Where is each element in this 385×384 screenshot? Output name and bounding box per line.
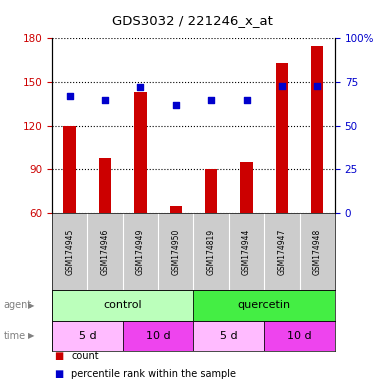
Point xyxy=(243,96,249,103)
Bar xyxy=(134,92,147,213)
Text: quercetin: quercetin xyxy=(238,300,291,310)
Text: 5 d: 5 d xyxy=(79,331,96,341)
Text: percentile rank within the sample: percentile rank within the sample xyxy=(71,369,236,379)
Bar xyxy=(264,321,335,351)
Text: GSM174946: GSM174946 xyxy=(100,228,110,275)
Text: 5 d: 5 d xyxy=(220,331,238,341)
Text: GSM174944: GSM174944 xyxy=(242,228,251,275)
Text: count: count xyxy=(71,351,99,361)
Text: time: time xyxy=(4,331,26,341)
Bar xyxy=(193,290,335,321)
Text: ▶: ▶ xyxy=(28,331,35,341)
Point xyxy=(208,96,214,103)
Text: ■: ■ xyxy=(54,369,63,379)
Text: GSM174945: GSM174945 xyxy=(65,228,74,275)
Text: GDS3032 / 221246_x_at: GDS3032 / 221246_x_at xyxy=(112,14,273,27)
Point xyxy=(137,84,144,90)
Bar xyxy=(240,162,253,213)
Point xyxy=(67,93,73,99)
Text: GSM174819: GSM174819 xyxy=(207,228,216,275)
Bar xyxy=(311,46,323,213)
Bar xyxy=(123,321,193,351)
Text: GSM174947: GSM174947 xyxy=(277,228,286,275)
Bar xyxy=(205,169,218,213)
Bar xyxy=(99,158,111,213)
Text: agent: agent xyxy=(4,300,32,310)
Bar xyxy=(64,126,76,213)
Text: GSM174949: GSM174949 xyxy=(136,228,145,275)
Bar xyxy=(52,321,123,351)
Text: 10 d: 10 d xyxy=(146,331,171,341)
Text: control: control xyxy=(104,300,142,310)
Point xyxy=(102,96,108,103)
Text: ▶: ▶ xyxy=(28,301,35,310)
Text: ■: ■ xyxy=(54,351,63,361)
Bar xyxy=(276,63,288,213)
Bar xyxy=(169,206,182,213)
Text: GSM174950: GSM174950 xyxy=(171,228,180,275)
Point xyxy=(173,102,179,108)
Point xyxy=(314,83,320,89)
Bar xyxy=(193,321,264,351)
Text: 10 d: 10 d xyxy=(287,331,312,341)
Point xyxy=(279,83,285,89)
Text: GSM174948: GSM174948 xyxy=(313,228,322,275)
Bar xyxy=(52,290,193,321)
